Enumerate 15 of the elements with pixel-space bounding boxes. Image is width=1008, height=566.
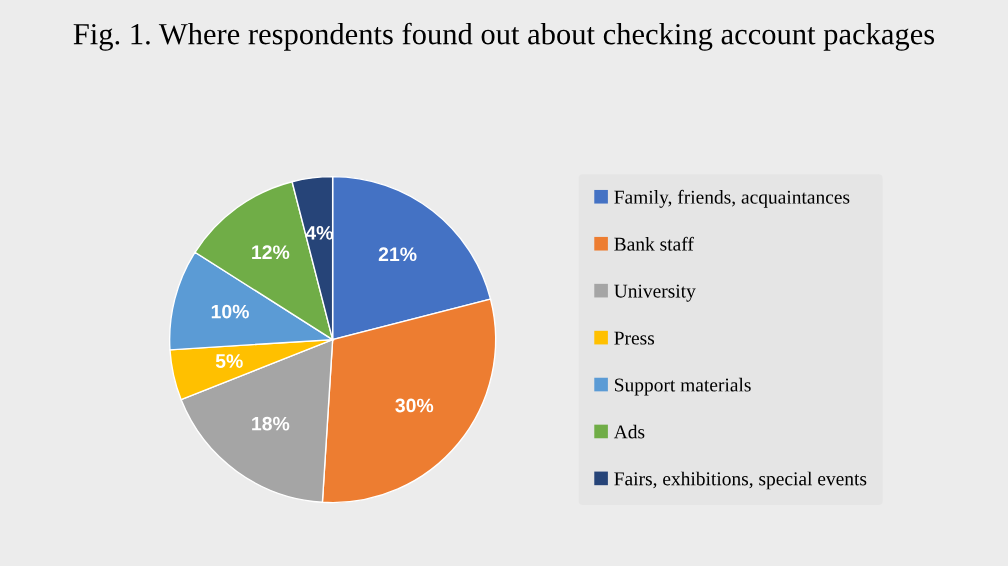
legend-label: University	[614, 284, 696, 302]
data-label: 30%	[395, 398, 434, 413]
chart-title: Fig. 1. Where respondents found out about checking account packages	[73, 22, 935, 51]
data-label: 21%	[378, 247, 417, 262]
legend-label: Press	[614, 331, 655, 345]
legend-label: Fairs, exhibitions, special events	[614, 471, 867, 490]
legend-label: Bank staff	[614, 236, 694, 251]
data-label: 12%	[252, 245, 290, 260]
legend-label: Family, friends, acquaintances	[614, 189, 850, 208]
data-label: 18%	[252, 416, 290, 431]
legend-label: Support materials	[615, 377, 751, 396]
legend-label: Ads	[613, 424, 645, 439]
data-label: 10%	[211, 304, 249, 319]
data-label: 4%	[305, 225, 333, 240]
data-label: 5%	[215, 354, 243, 368]
